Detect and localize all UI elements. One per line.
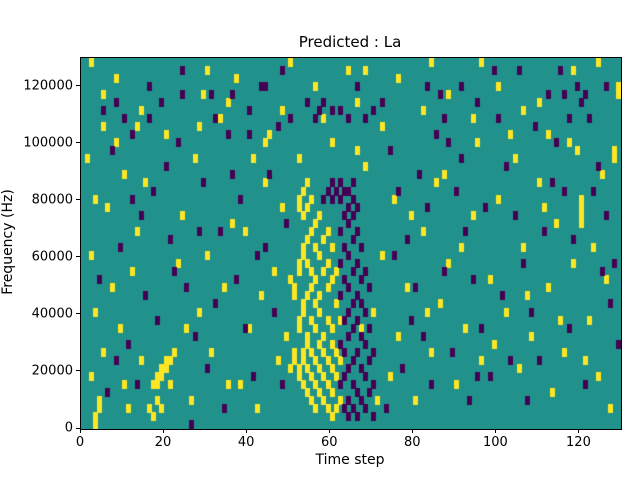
x-tick-label: 80 <box>404 435 421 450</box>
y-tick-mark <box>76 427 80 429</box>
y-tick-mark <box>76 199 80 201</box>
y-tick-mark <box>76 370 80 372</box>
chart-title: Predicted : La <box>298 33 402 51</box>
heatmap-canvas <box>81 58 621 429</box>
x-tick-mark <box>245 429 247 433</box>
x-tick-mark <box>494 429 496 433</box>
x-tick-label: 0 <box>75 435 85 450</box>
y-tick-mark <box>76 313 80 315</box>
y-tick-label: 20000 <box>31 363 73 379</box>
x-axis-label: Time step <box>315 452 385 468</box>
y-tick-label: 60000 <box>31 249 73 265</box>
x-tick-mark <box>162 429 164 433</box>
x-tick-label: 120 <box>566 435 591 450</box>
y-tick-mark <box>76 142 80 144</box>
plot-area <box>80 57 622 430</box>
y-tick-mark <box>76 85 80 87</box>
x-tick-mark <box>328 429 330 433</box>
x-tick-mark <box>411 429 413 433</box>
y-axis-label: Frequency (Hz) <box>0 189 16 295</box>
x-tick-label: 20 <box>154 435 172 450</box>
x-tick-label: 100 <box>482 435 508 450</box>
y-tick-label: 40000 <box>31 306 73 322</box>
x-tick-mark <box>577 429 579 433</box>
x-tick-label: 40 <box>237 435 255 450</box>
y-tick-label: 0 <box>64 420 73 436</box>
x-tick-label: 60 <box>320 435 338 450</box>
y-tick-label: 80000 <box>31 192 73 208</box>
y-tick-label: 120000 <box>23 78 73 94</box>
y-tick-mark <box>76 256 80 258</box>
y-tick-label: 100000 <box>23 135 73 151</box>
x-tick-mark <box>79 429 81 433</box>
